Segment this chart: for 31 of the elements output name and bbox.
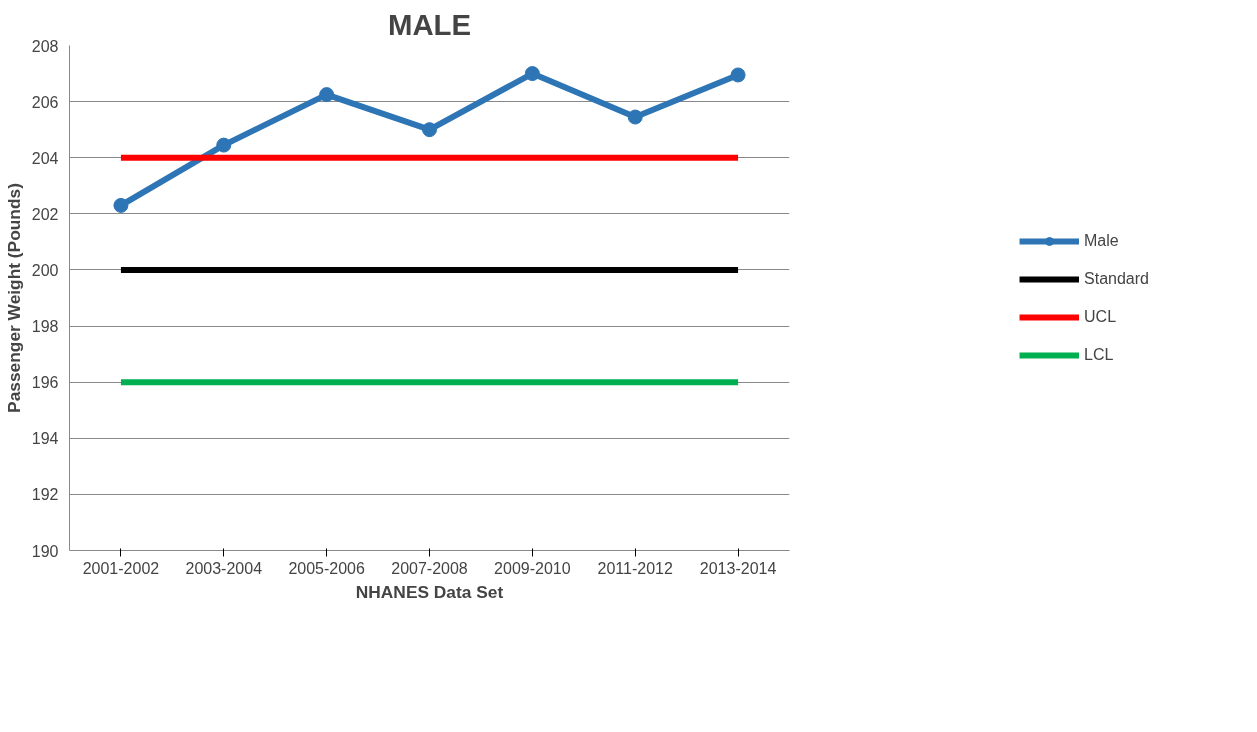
y-tick-label: 198 <box>31 318 59 336</box>
legend-label: UCL <box>1084 307 1117 326</box>
y-tick-label: 206 <box>31 93 59 111</box>
x-tick-label: 2013-2014 <box>699 559 777 577</box>
y-tick-label: 204 <box>31 149 59 167</box>
y-tick-label: 194 <box>31 430 59 448</box>
x-tick-label: 2011-2012 <box>597 559 673 577</box>
x-tick-label: 2001-2002 <box>82 559 160 577</box>
point <box>216 137 232 153</box>
x-tick-label: 2005-2006 <box>288 559 365 577</box>
y-axis-title: Passenger Weight (Pounds) <box>3 183 24 413</box>
y-tick-label: 190 <box>31 542 59 560</box>
legend-label: Male <box>1084 231 1119 250</box>
chart-title: MALE <box>387 7 472 41</box>
point <box>422 122 437 138</box>
point <box>113 197 129 213</box>
y-tick-label: 196 <box>31 374 59 392</box>
point <box>627 109 643 125</box>
y-tick-label: 202 <box>31 205 59 223</box>
x-axis-title: NHANES Data Set <box>355 581 504 602</box>
legend-label: LCL <box>1084 345 1114 364</box>
y-tick-label: 192 <box>31 486 59 504</box>
point <box>524 66 540 82</box>
point <box>730 67 746 83</box>
x-tick-label: 2007-2008 <box>391 559 468 577</box>
legend-label: Standard <box>1084 269 1149 288</box>
y-tick-label: 208 <box>31 37 59 55</box>
y-tick-label: 200 <box>31 261 59 279</box>
x-tick-label: 2003-2004 <box>185 559 263 577</box>
x-tick-label: 2009-2010 <box>494 559 571 577</box>
point <box>319 87 335 103</box>
